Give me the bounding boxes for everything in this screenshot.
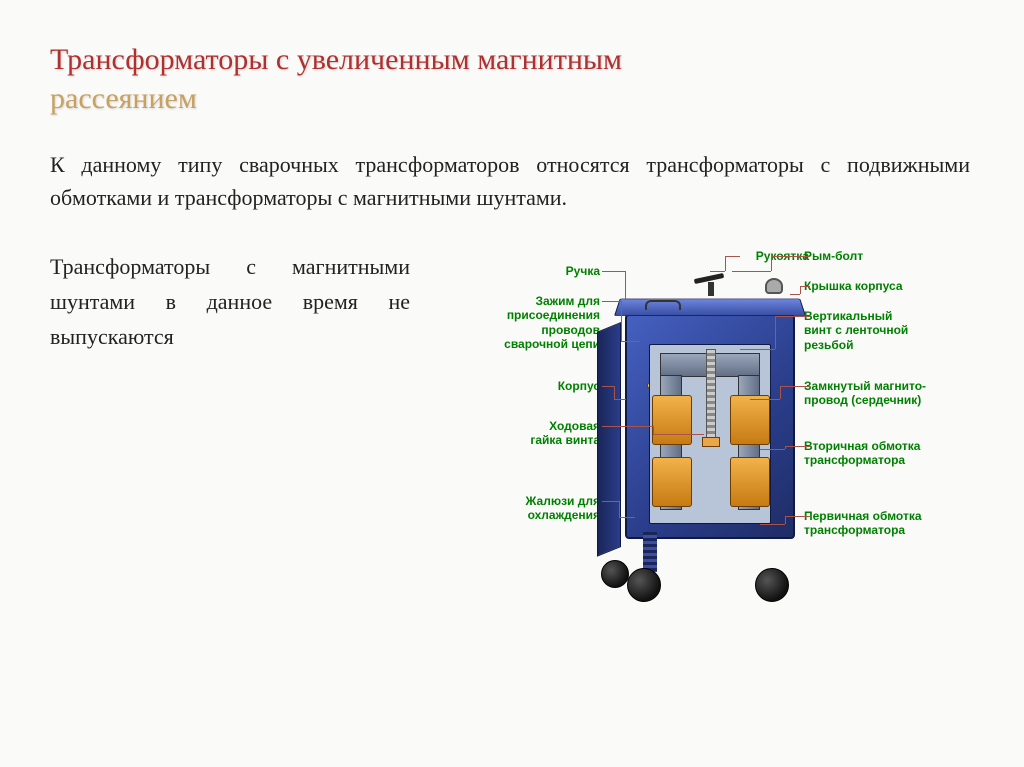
slide-title: Трансформаторы с увеличенным магнитным р… bbox=[50, 40, 974, 118]
label-left-4: Жалюзи для охлаждения bbox=[440, 494, 600, 523]
casing-lid bbox=[614, 299, 806, 316]
label-right-5: Вторичная обмотка трансформатора bbox=[804, 439, 974, 468]
label-left-3: Ходовая гайка винта bbox=[440, 419, 600, 448]
eye-bolt bbox=[765, 278, 783, 294]
vertical-screw bbox=[706, 349, 716, 439]
primary-coil-right bbox=[730, 457, 770, 507]
label-right-3: Вертикальный винт с ленточной резьбой bbox=[804, 309, 974, 352]
label-right-1: Рым-болт bbox=[804, 249, 974, 263]
label-left-1: Зажим для присоединения проводов сварочн… bbox=[440, 294, 600, 352]
label-right-6: Первичная обмотка трансформатора bbox=[804, 509, 974, 538]
wheel-front-right bbox=[755, 568, 789, 602]
label-left-0: Ручка bbox=[440, 264, 600, 278]
transformer-diagram: Ручка Зажим для присоединения проводов св… bbox=[440, 249, 974, 629]
secondary-coil-right bbox=[730, 395, 770, 445]
cooling-louvers bbox=[643, 532, 657, 572]
device-drawing bbox=[615, 274, 805, 594]
primary-coil-left bbox=[652, 457, 692, 507]
title-line1: Трансформаторы с увеличенным магнитным bbox=[50, 43, 622, 76]
travel-nut bbox=[702, 437, 720, 447]
label-left-2: Корпус bbox=[440, 379, 600, 393]
paragraph-1: К данному типу сварочных трансформаторов… bbox=[50, 148, 970, 214]
handle-bar bbox=[645, 300, 681, 310]
paragraph-2: Трансформаторы с магнитными шунтами в да… bbox=[50, 249, 410, 355]
content-row: Трансформаторы с магнитными шунтами в да… bbox=[50, 249, 974, 629]
crank-handle bbox=[700, 272, 722, 294]
secondary-coil-left bbox=[652, 395, 692, 445]
wheel-front-left bbox=[627, 568, 661, 602]
label-right-2: Крышка корпуса bbox=[804, 279, 974, 293]
wheel-back bbox=[601, 560, 629, 588]
casing-side bbox=[597, 322, 621, 557]
label-right-4: Замкнутый магнито- провод (сердечник) bbox=[804, 379, 974, 408]
title-line2: рассеянием bbox=[50, 82, 197, 115]
